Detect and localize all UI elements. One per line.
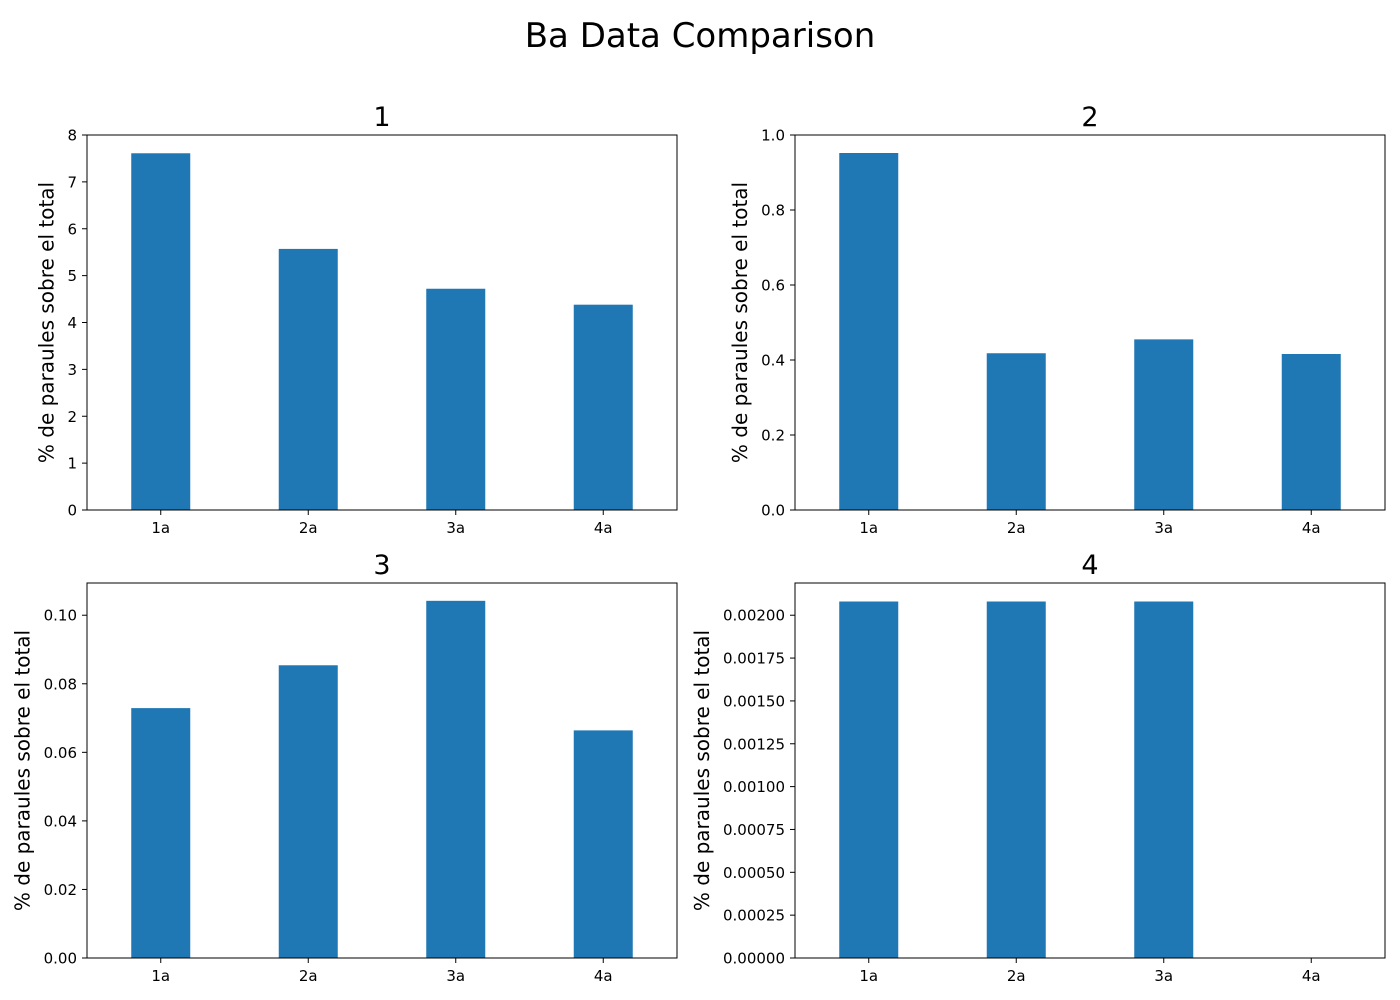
y-tick-label: 0.00 (44, 950, 77, 968)
x-tick-label: 3a (446, 519, 465, 537)
x-tick-label: 4a (1302, 519, 1321, 537)
axes-frame (794, 134, 1386, 511)
bar-1a (839, 601, 899, 958)
y-tick-label: 0.06 (44, 744, 77, 762)
y-tick-label: 0.00000 (723, 950, 785, 968)
subplot-4: 1a 2a 3a 4a 0.00000 0.00025 0.00050 0.00075 0.00… (690, 550, 1386, 985)
y-tick-label: 0.00025 (723, 907, 785, 925)
bar-4a (1281, 354, 1341, 510)
y-tick-label: 0.04 (44, 812, 77, 830)
y-tick-label: 3 (67, 361, 77, 379)
bar-2a (278, 665, 338, 958)
y-tick-label: 0.8 (761, 202, 785, 220)
subplot-grid: 1a 2a 3a 4a 0 1 2 3 4 5 6 7 8 1 % de paraules sobre el… (11, 102, 1386, 985)
y-tick-label: 0.00200 (723, 607, 785, 625)
subplot-1: 1a 2a 3a 4a 0 1 2 3 4 5 6 7 8 1 % de paraules sobre el… (34, 102, 678, 537)
x-tick-label: 2a (1007, 519, 1026, 537)
x-tick-label: 3a (1154, 967, 1173, 985)
subplot-title: 3 (373, 550, 390, 581)
subplot-3: 1a 2a 3a 4a 0.00 0.02 0.04 0.06 0.08 0.10 3 % de pa… (11, 550, 678, 985)
x-tick-label: 2a (1007, 967, 1026, 985)
x-tick-label: 2a (299, 967, 318, 985)
figure-title: Ba Data Comparison (525, 16, 876, 56)
x-tick-label: 3a (446, 967, 465, 985)
y-tick-label: 0 (67, 502, 77, 520)
axes-frame (86, 582, 678, 959)
bar-2a (986, 601, 1046, 958)
x-tick-label: 1a (151, 519, 170, 537)
y-tick-label: 0.00075 (723, 821, 785, 839)
y-tick-label: 7 (67, 173, 77, 191)
y-tick-label: 0.00175 (723, 650, 785, 668)
x-tick-label: 4a (594, 519, 613, 537)
axes-frame (794, 582, 1386, 959)
bar-3a (1134, 339, 1194, 511)
y-tick-label: 0.08 (44, 675, 77, 693)
x-tick-label: 4a (594, 967, 613, 985)
x-tick-label: 1a (859, 967, 878, 985)
bar-1a (131, 708, 191, 958)
y-tick-label: 0.00100 (723, 778, 785, 796)
y-axis-label: % de paraules sobre el total (690, 630, 714, 911)
y-tick-label: 5 (67, 267, 77, 285)
x-tick-label: 2a (299, 519, 318, 537)
bar-2a (278, 248, 338, 510)
bar-3a (1134, 601, 1194, 958)
y-tick-label: 1 (67, 455, 77, 473)
y-tick-label: 0.0 (761, 502, 785, 520)
y-tick-label: 0.00050 (723, 864, 785, 882)
bar-1a (131, 153, 191, 510)
y-tick-label: 0.00125 (723, 735, 785, 753)
y-tick-label: 0.4 (761, 352, 785, 370)
y-tick-label: 6 (67, 220, 77, 238)
subplot-2: 1a 2a 3a 4a 0.0 0.2 0.4 0.6 0.8 1.0 2 % de paraules… (728, 102, 1386, 537)
y-tick-label: 8 (67, 127, 77, 145)
subplot-title: 2 (1081, 102, 1098, 133)
y-tick-label: 0.6 (761, 277, 785, 295)
bar-4a (573, 730, 633, 958)
bar-1a (839, 153, 899, 510)
y-tick-label: 0.10 (44, 607, 77, 625)
y-axis-label: % de paraules sobre el total (11, 630, 35, 911)
x-tick-label: 4a (1302, 967, 1321, 985)
subplot-title: 4 (1081, 550, 1098, 581)
y-tick-label: 4 (67, 314, 77, 332)
y-tick-label: 1.0 (761, 127, 785, 145)
y-tick-label: 0.00150 (723, 692, 785, 710)
bar-3a (426, 600, 486, 958)
y-tick-label: 0.2 (761, 427, 785, 445)
bar-3a (426, 288, 486, 510)
bar-2a (986, 353, 1046, 510)
y-axis-label: % de paraules sobre el total (728, 182, 752, 463)
y-tick-label: 2 (67, 408, 77, 426)
x-tick-label: 3a (1154, 519, 1173, 537)
x-tick-label: 1a (151, 967, 170, 985)
y-axis-label: % de paraules sobre el total (34, 182, 58, 463)
x-tick-label: 1a (859, 519, 878, 537)
bar-4a (573, 304, 633, 510)
y-tick-label: 0.02 (44, 881, 77, 899)
subplot-title: 1 (373, 102, 390, 133)
